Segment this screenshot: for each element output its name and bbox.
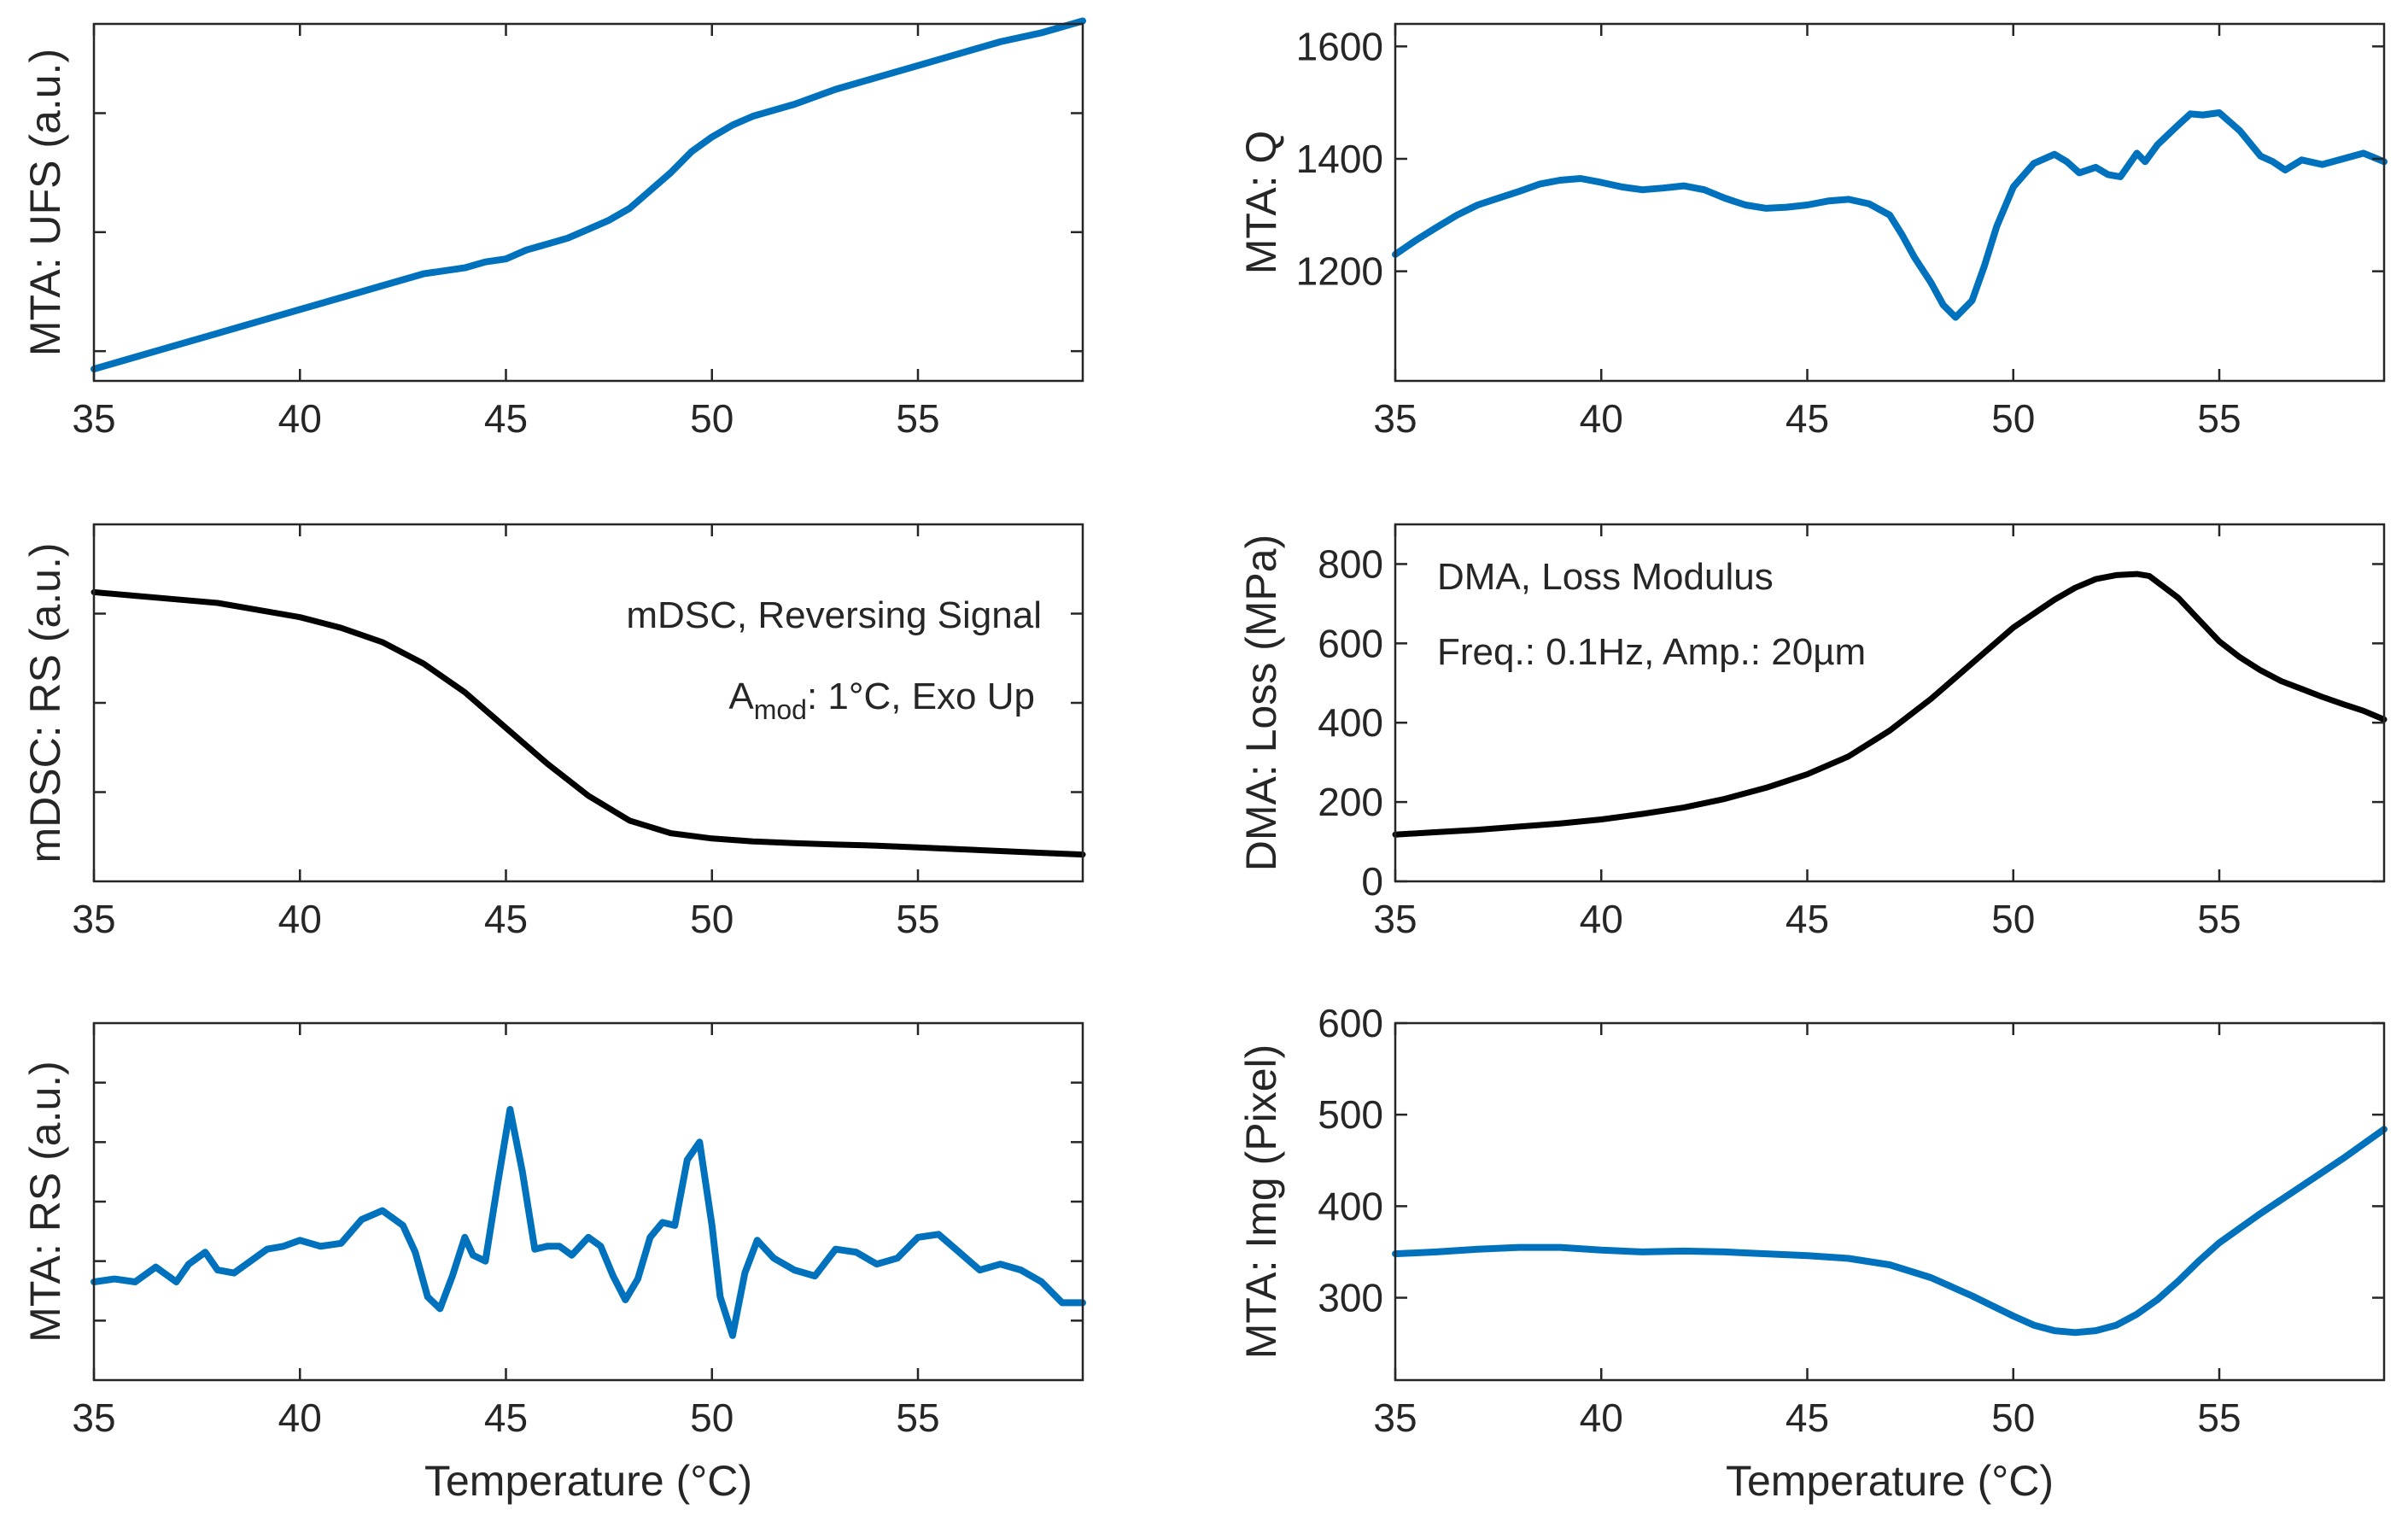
mdsc-x-tick-label: 35 (72, 897, 115, 941)
mta-rs-axes-frame (92, 1021, 1084, 1382)
dma-axes-frame (1394, 523, 2386, 883)
img-y-tick-label: 600 (1318, 1001, 1383, 1045)
q-y-axis-label: MTA: Q (1237, 131, 1285, 275)
q-x-tick-label: 50 (1991, 396, 2035, 441)
mdsc-x-tick-label: 40 (278, 897, 322, 941)
img-y-tick-label: 400 (1318, 1184, 1383, 1228)
dma-series-line (1392, 570, 2388, 838)
panel-q: 35 40 45 50 55 1200 1400 1600 MTA: Q (1237, 22, 2388, 441)
mta-rs-x-tick-label: 45 (484, 1395, 528, 1440)
panel-ufs: 35 40 45 50 55 MTA: UFS (a.u.) (21, 17, 1086, 441)
panel-mta-rs: 35 40 45 50 55 MTA: RS (a.u.) Temperature (°C) (21, 1021, 1086, 1505)
dma-annotation-line1: DMA, Loss Modulus (1437, 556, 1774, 598)
dma-y-axis-label: DMA: Loss (MPa) (1237, 535, 1285, 872)
q-y-tick-label: 1400 (1296, 137, 1383, 181)
img-y-axis-label: MTA: Img (Pixel) (1237, 1044, 1285, 1360)
panel-dma: DMA, Loss Modulus Freq.: 0.1Hz, Amp.: 20… (1237, 523, 2388, 941)
img-x-tick-label: 45 (1786, 1395, 1829, 1440)
q-axes-frame (1394, 22, 2386, 383)
ufs-axes-frame (92, 22, 1084, 383)
dma-y-tick-label: 200 (1318, 780, 1383, 824)
ufs-x-tick-label: 40 (278, 396, 322, 441)
ufs-x-tick-label: 50 (690, 396, 734, 441)
img-y-tick-label: 300 (1318, 1276, 1383, 1320)
mta-rs-x-tick-label: 55 (896, 1395, 939, 1440)
mdsc-x-tick-label: 50 (690, 897, 734, 941)
dma-x-tick-label: 50 (1991, 897, 2035, 941)
mdsc-annotation-line1: mDSC, Reversing Signal (626, 594, 1042, 636)
dma-y-tick-label: 800 (1318, 541, 1383, 586)
dma-y-tick-label: 600 (1318, 621, 1383, 665)
dma-x-tick-label: 55 (2197, 897, 2241, 941)
img-y-tick-label: 500 (1318, 1092, 1383, 1137)
mta-rs-series-line (91, 1106, 1086, 1339)
q-x-tick-label: 35 (1373, 396, 1417, 441)
panel-img: 35 40 45 50 55 300 400 500 600 MTA: Img (Pixel) Te… (1237, 1001, 2388, 1505)
dma-annotation-line2: Freq.: 0.1Hz, Amp.: 20µm (1437, 631, 1866, 673)
img-x-tick-label: 55 (2197, 1395, 2241, 1440)
dma-x-tick-label: 45 (1786, 897, 1829, 941)
mdsc-y-axis-label: mDSC: RS (a.u.) (21, 542, 69, 863)
q-x-tick-label: 55 (2197, 396, 2241, 441)
img-x-tick-label: 35 (1373, 1395, 1417, 1440)
img-series-line (1392, 1126, 2388, 1337)
img-axes-frame (1394, 1021, 2386, 1382)
ufs-x-tick-label: 55 (896, 396, 939, 441)
panel-mdsc: mDSC, Reversing Signal Amod: 1°C, Exo Up… (21, 523, 1086, 941)
ufs-x-tick-label: 35 (72, 396, 115, 441)
mdsc-x-tick-label: 45 (484, 897, 528, 941)
mdsc-annotation-line2: Amod: 1°C, Exo Up (728, 676, 1035, 725)
q-x-tick-label: 40 (1580, 396, 1623, 441)
mdsc-x-tick-label: 55 (896, 897, 939, 941)
mta-rs-x-tick-label: 35 (72, 1395, 115, 1440)
dma-x-tick-label: 35 (1373, 897, 1417, 941)
ufs-series-line (91, 17, 1086, 373)
dma-x-tick-label: 40 (1580, 897, 1623, 941)
q-series-line (1392, 109, 2388, 321)
img-x-tick-label: 40 (1580, 1395, 1623, 1440)
q-y-tick-label: 1600 (1296, 24, 1383, 68)
mdsc-series-line (91, 588, 1086, 858)
mta-rs-x-tick-label: 40 (278, 1395, 322, 1440)
img-x-axis-label: Temperature (°C) (1726, 1457, 2054, 1505)
ufs-x-tick-label: 45 (484, 396, 528, 441)
q-x-tick-label: 45 (1786, 396, 1829, 441)
mta-rs-x-axis-label: Temperature (°C) (424, 1457, 752, 1505)
mta-rs-x-tick-label: 50 (690, 1395, 734, 1440)
q-y-tick-label: 1200 (1296, 249, 1383, 294)
img-x-tick-label: 50 (1991, 1395, 2035, 1440)
dma-y-tick-label: 400 (1318, 700, 1383, 745)
ufs-y-axis-label: MTA: UFS (a.u.) (21, 49, 69, 356)
dma-y-tick-label: 0 (1361, 859, 1383, 904)
mta-rs-y-axis-label: MTA: RS (a.u.) (21, 1061, 69, 1343)
